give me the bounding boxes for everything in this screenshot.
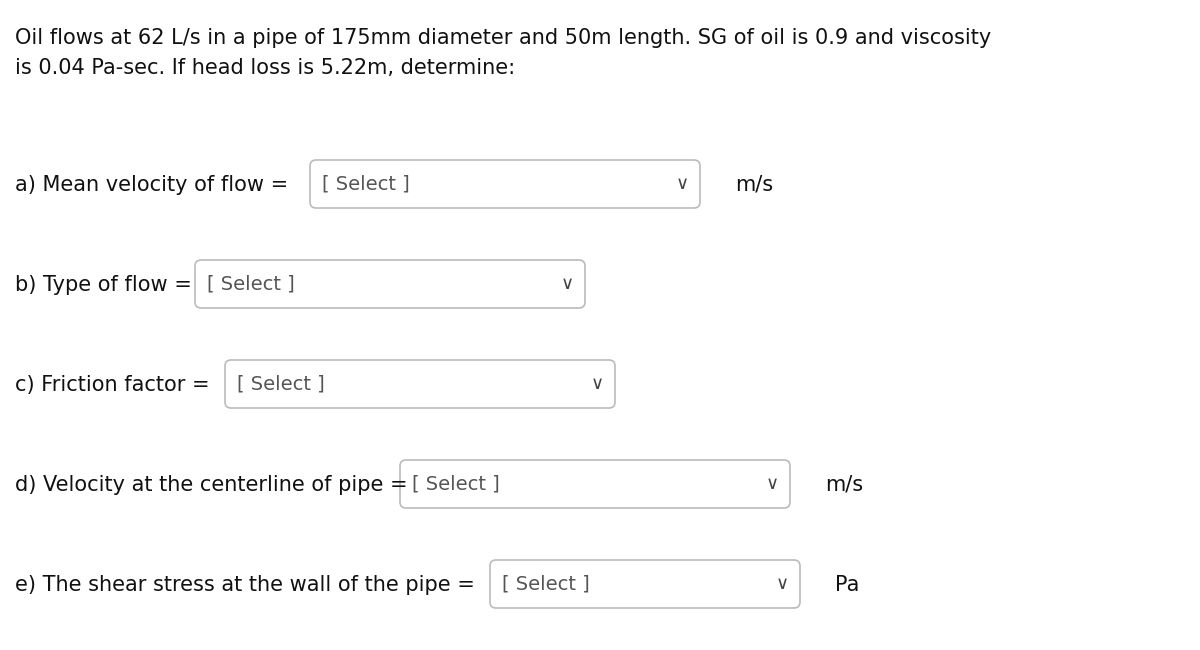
Text: b) Type of flow =: b) Type of flow = xyxy=(14,275,192,295)
Text: m/s: m/s xyxy=(826,475,863,495)
Text: ∨: ∨ xyxy=(560,275,574,293)
Text: a) Mean velocity of flow =: a) Mean velocity of flow = xyxy=(14,175,288,195)
Text: Oil flows at 62 L/s in a pipe of 175mm diameter and 50m length. SG of oil is 0.9: Oil flows at 62 L/s in a pipe of 175mm d… xyxy=(14,28,991,48)
Text: ∨: ∨ xyxy=(590,375,604,393)
FancyBboxPatch shape xyxy=(400,460,790,508)
Text: e) The shear stress at the wall of the pipe =: e) The shear stress at the wall of the p… xyxy=(14,575,475,595)
Text: ∨: ∨ xyxy=(775,575,788,593)
Text: d) Velocity at the centerline of pipe =: d) Velocity at the centerline of pipe = xyxy=(14,475,408,495)
Text: [ Select ]: [ Select ] xyxy=(238,374,325,393)
Text: [ Select ]: [ Select ] xyxy=(412,474,499,493)
Text: c) Friction factor =: c) Friction factor = xyxy=(14,375,210,395)
FancyBboxPatch shape xyxy=(194,260,586,308)
Text: [ Select ]: [ Select ] xyxy=(322,174,409,194)
Text: Pa: Pa xyxy=(835,575,859,595)
FancyBboxPatch shape xyxy=(310,160,700,208)
Text: ∨: ∨ xyxy=(766,475,779,493)
Text: [ Select ]: [ Select ] xyxy=(208,274,295,294)
FancyBboxPatch shape xyxy=(226,360,616,408)
FancyBboxPatch shape xyxy=(490,560,800,608)
Text: ∨: ∨ xyxy=(676,175,689,193)
Text: m/s: m/s xyxy=(734,175,773,195)
Text: is 0.04 Pa-sec. If head loss is 5.22m, determine:: is 0.04 Pa-sec. If head loss is 5.22m, d… xyxy=(14,58,515,78)
Text: [ Select ]: [ Select ] xyxy=(502,575,589,593)
